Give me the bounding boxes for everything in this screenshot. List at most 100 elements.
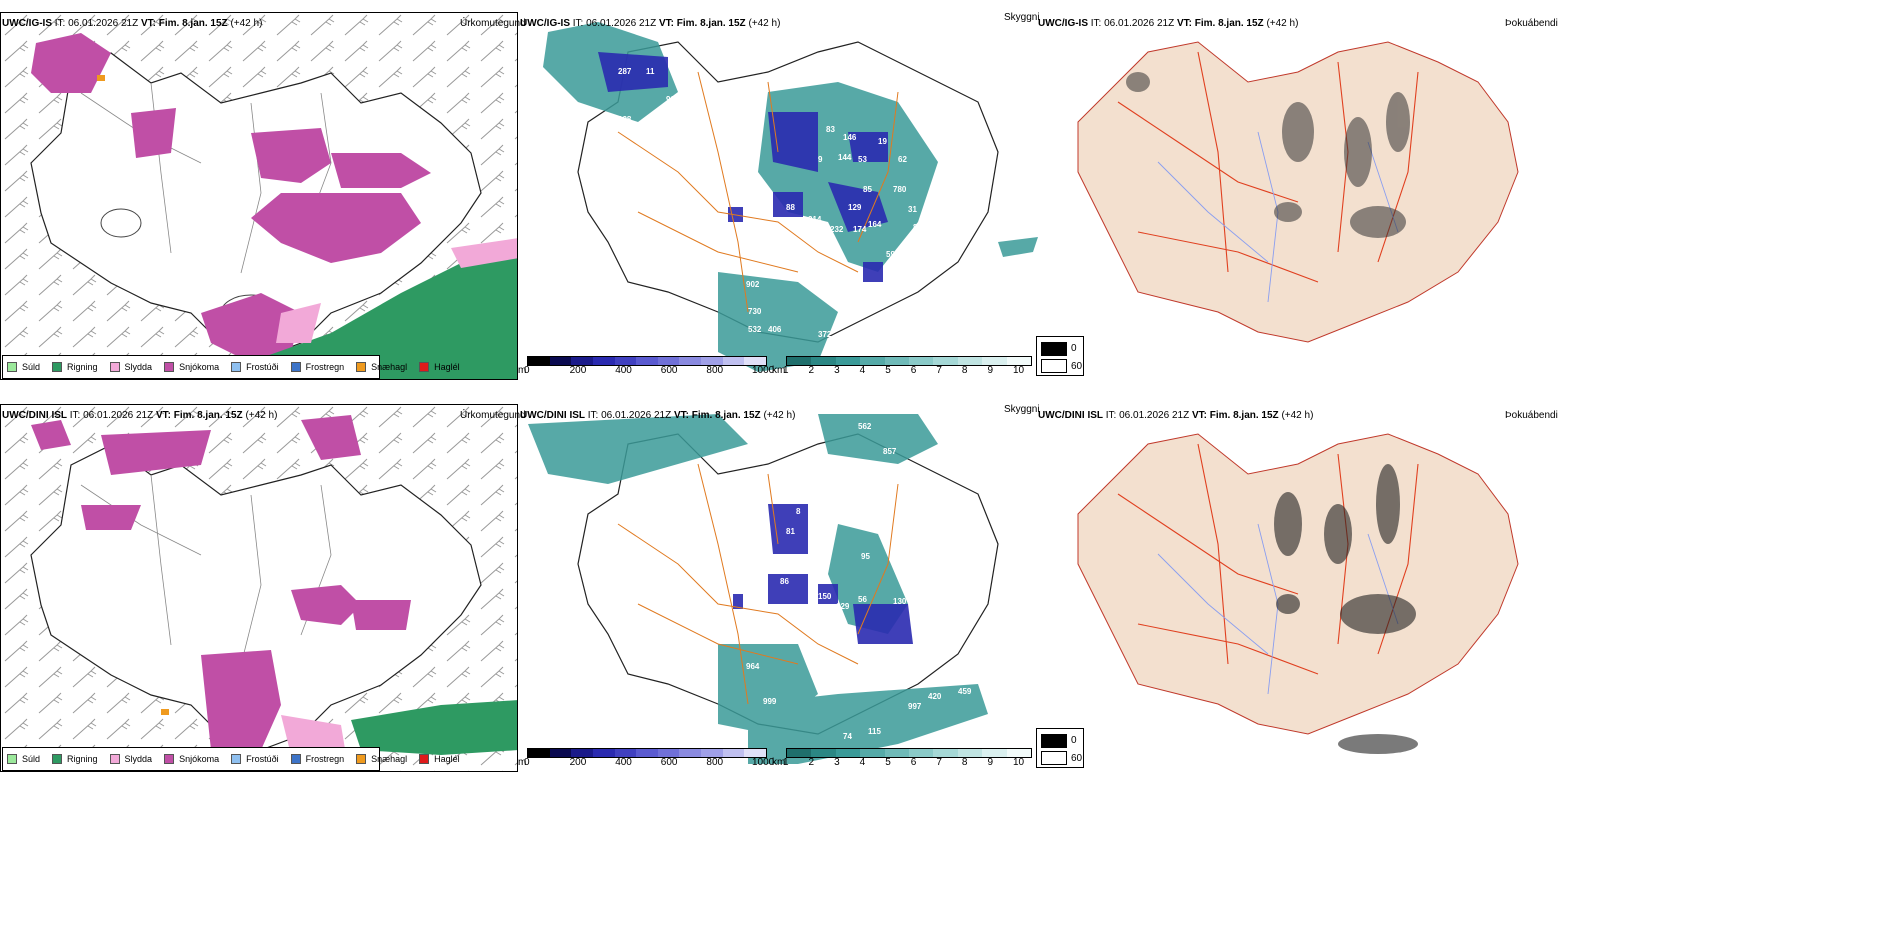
snow-area bbox=[31, 33, 431, 358]
tick-label: 10 bbox=[1013, 757, 1025, 768]
cloud-base-value: 999 bbox=[763, 697, 777, 706]
visibility-unit-bottom: km bbox=[772, 757, 786, 768]
model-name: UWC/DINI ISL bbox=[2, 410, 67, 421]
cloud-base-value: 56 bbox=[858, 595, 867, 604]
cloud-base-value: 11 bbox=[646, 67, 655, 76]
cloud-base-value: 95 bbox=[861, 552, 870, 561]
legend-swatch bbox=[164, 754, 175, 764]
legend-label: Slydda bbox=[124, 754, 153, 764]
cloud-base-value: 88 bbox=[786, 203, 795, 212]
tick-label: 9 bbox=[987, 757, 993, 768]
cloud-base-value: 372 bbox=[818, 330, 832, 339]
legend-item-0: Súld bbox=[7, 362, 40, 372]
it-value: 06.01.2026 21Z bbox=[601, 410, 672, 421]
tick-label: 3 bbox=[834, 365, 840, 376]
cloud-blue-area bbox=[598, 52, 888, 282]
cloud-base-value: 19 bbox=[878, 137, 887, 146]
fog-swatch-white bbox=[1041, 359, 1067, 373]
tick-label: 600 bbox=[660, 365, 678, 376]
cloud-base-value: 997 bbox=[908, 702, 922, 711]
cloud-base-value: 116 bbox=[733, 200, 746, 209]
colorbar-segment bbox=[933, 357, 958, 365]
tick-label: 10 bbox=[1013, 365, 1025, 376]
colorbar-segment bbox=[722, 749, 745, 757]
fog-title-bottom: Þokuábendi bbox=[1505, 410, 1558, 421]
colorbar-segment bbox=[701, 357, 723, 365]
cloud-base-value: 83 bbox=[826, 125, 835, 134]
colorbar-segment bbox=[787, 749, 812, 757]
tick-label: 600 bbox=[660, 757, 678, 768]
vt-value: Fim. 8.jan. 15Z bbox=[158, 18, 228, 29]
legend-swatch bbox=[231, 754, 242, 764]
cloud-base-value: 59 bbox=[886, 250, 895, 259]
tick-label: 800 bbox=[706, 365, 724, 376]
colorbar-segment bbox=[811, 749, 836, 757]
cloud-base-value: 287 bbox=[618, 67, 632, 76]
legend-swatch bbox=[231, 362, 242, 372]
cloud-base-value: 532 bbox=[748, 325, 762, 334]
cloud-base-value: 146 bbox=[843, 133, 857, 142]
colorbar-segment bbox=[811, 357, 836, 365]
colorbar-segment bbox=[636, 357, 658, 365]
cloud-base-value: 214 bbox=[808, 215, 822, 224]
colorbar-segment bbox=[884, 357, 910, 365]
header-bottom-precip: UWC/DINI ISL IT: 06.01.2026 21Z VT: Fim.… bbox=[2, 410, 277, 421]
cloud-base-value: 129 bbox=[848, 203, 862, 212]
cloud-labels-top: 287 11 909 128 83 146 19 62 9 144 53 85 780 88 116 214 1… bbox=[618, 67, 922, 339]
colorbar-segment bbox=[614, 357, 637, 365]
tick-label: 200 bbox=[569, 365, 587, 376]
legend-item-5: Frostregn bbox=[290, 362, 344, 372]
legend-label: Snæhagl bbox=[371, 754, 408, 764]
colorbar-segment bbox=[592, 357, 615, 365]
cloud-base-value: 81 bbox=[786, 527, 795, 536]
it-label: IT: bbox=[572, 18, 584, 29]
cloudbase-colorbar-bottom bbox=[527, 748, 767, 758]
colorbar-segment bbox=[571, 749, 593, 757]
cloud-base-value: 39 bbox=[868, 283, 877, 292]
cloudbase-ticks-top: 0 200 400 600 800 1000 bbox=[524, 365, 774, 377]
colorbar-segment bbox=[835, 357, 861, 365]
cloud-base-value: 964 bbox=[746, 662, 760, 671]
tick-label: 4 bbox=[859, 365, 866, 376]
iceland-outline bbox=[30, 444, 482, 751]
precip-title-top: Úrkomutegund bbox=[460, 18, 526, 29]
legend-label: Súld bbox=[22, 754, 41, 764]
colorbar-segment bbox=[571, 357, 593, 365]
legend-label: Rigning bbox=[67, 754, 98, 764]
cloud-base-value: 9 bbox=[818, 155, 823, 164]
cloud-base-value: 116 bbox=[731, 582, 744, 591]
colorbar-segment bbox=[636, 749, 658, 757]
legend-label: Frostúði bbox=[246, 754, 279, 764]
colorbar-segment bbox=[549, 357, 572, 365]
model-name: UWC/IG-IS bbox=[520, 18, 570, 29]
cloud-base-value: 62 bbox=[898, 155, 907, 164]
colorbar-segment bbox=[657, 749, 680, 757]
tick-label: 8 bbox=[961, 365, 968, 376]
colorbar-segment bbox=[982, 749, 1007, 757]
tick-label: 1000 bbox=[752, 757, 775, 768]
tick-label: 6 bbox=[910, 757, 917, 768]
tick-label: 400 bbox=[615, 757, 632, 768]
cloud-base-value: 115 bbox=[868, 727, 881, 736]
cloud-title-top: Skyggni bbox=[1004, 12, 1040, 23]
vt-value: Fim. 8.jan. 15Z bbox=[1194, 18, 1264, 29]
tick-label: 9 bbox=[987, 365, 993, 376]
colorbar-segment bbox=[528, 749, 550, 757]
legend-swatch bbox=[52, 362, 63, 372]
visibility-colorbar-top bbox=[786, 356, 1032, 366]
lead-time: (+42 h) bbox=[245, 410, 278, 421]
vt-label: VT: bbox=[673, 410, 689, 421]
cloud-base-value: 74 bbox=[843, 732, 852, 741]
precip-map-svg bbox=[1, 405, 517, 771]
cloud-base-value: 53 bbox=[858, 155, 867, 164]
colorbar-segment bbox=[744, 357, 767, 365]
model-name: UWC/DINI ISL bbox=[1038, 410, 1103, 421]
legend-item-6: Snæhagl bbox=[356, 362, 407, 372]
colorbar-segment bbox=[860, 749, 885, 757]
legend-item-5: Frostregn bbox=[290, 754, 344, 764]
legend-item-1: Rigning bbox=[52, 362, 98, 372]
header-top-cloud: UWC/IG-IS IT: 06.01.2026 21Z VT: Fim. 8.… bbox=[520, 18, 780, 29]
colorbar-segment bbox=[528, 357, 550, 365]
cloud-base-value: 86 bbox=[780, 577, 789, 586]
